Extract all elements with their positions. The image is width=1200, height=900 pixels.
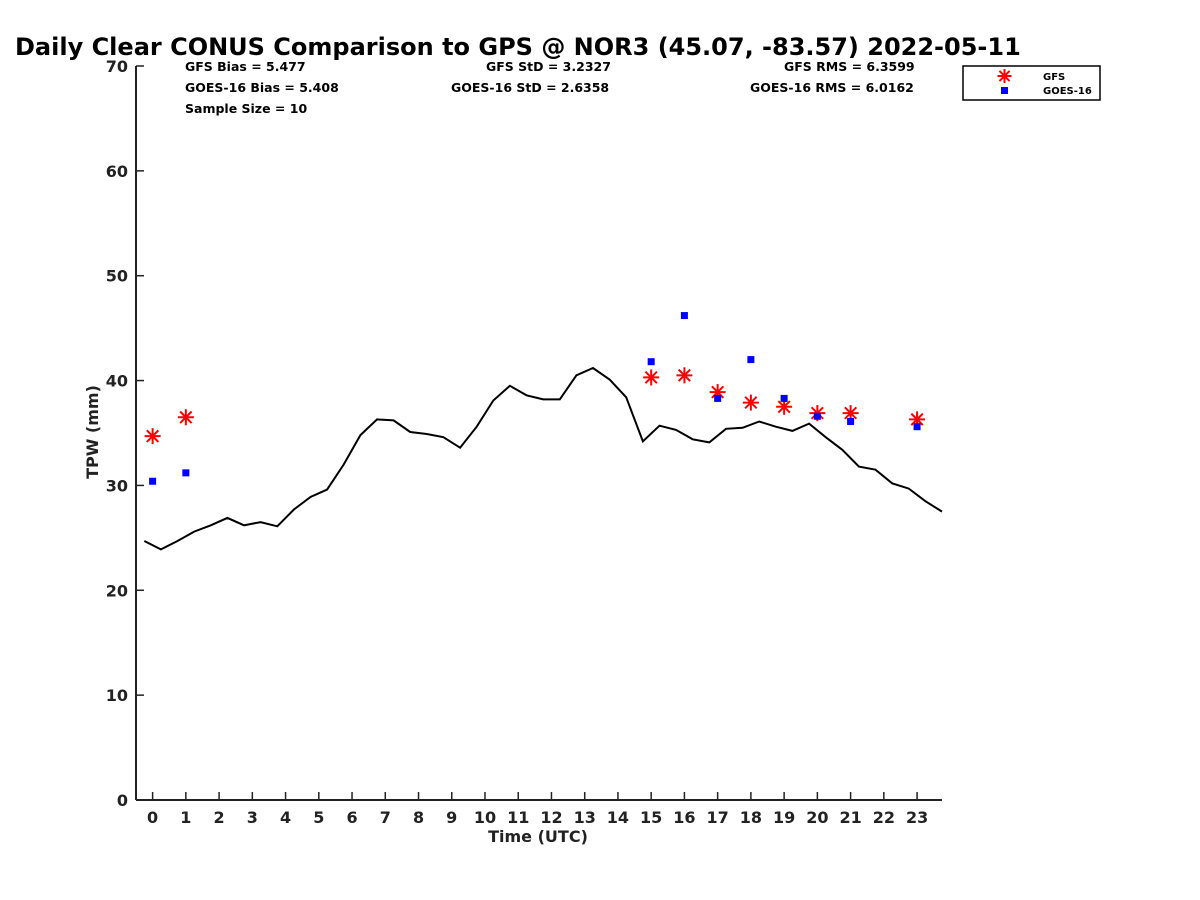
gfs-point — [742, 394, 759, 411]
x-tick-label: 0 — [147, 808, 158, 827]
gfs-point — [909, 411, 926, 428]
x-tick-label: 5 — [313, 808, 324, 827]
x-tick-label: 1 — [180, 808, 191, 827]
x-tick-label: 22 — [873, 808, 895, 827]
legend-gfs-marker — [997, 69, 1012, 83]
gfs-point — [144, 428, 161, 445]
goes16-point — [913, 423, 921, 431]
x-axis-label: Time (UTC) — [488, 827, 588, 846]
goes-bias-stat: GOES-16 Bias = 5.408 — [185, 80, 339, 95]
x-tick-label: 20 — [806, 808, 828, 827]
goes16-point — [182, 469, 190, 477]
legend-gfs-label: GFS — [1043, 72, 1065, 83]
x-tick-label: 18 — [740, 808, 762, 827]
y-tick-label: 10 — [106, 686, 128, 705]
goes16-point — [680, 312, 688, 320]
goes16-point — [813, 412, 821, 420]
goes16-point — [647, 358, 655, 366]
x-tick-label: 9 — [446, 808, 457, 827]
y-tick-label: 60 — [106, 162, 128, 181]
plot-area — [143, 312, 943, 551]
y-tick-label: 30 — [106, 476, 128, 495]
goes16-point — [149, 477, 157, 485]
goes16-point — [780, 394, 788, 402]
x-tick-label: 10 — [474, 808, 496, 827]
gfs-bias-stat: GFS Bias = 5.477 — [185, 59, 306, 74]
y-tick-label: 70 — [106, 57, 128, 76]
y-tick-label: 50 — [106, 267, 128, 286]
x-tick-label: 7 — [380, 808, 391, 827]
x-tick-label: 6 — [346, 808, 357, 827]
legend-box — [962, 65, 1101, 101]
x-tick-label: 15 — [640, 808, 662, 827]
y-axis-label: TPW (mm) — [83, 385, 102, 479]
gps-series-line — [143, 366, 943, 551]
x-tick-label: 19 — [773, 808, 795, 827]
x-tick-label: 16 — [673, 808, 695, 827]
y-tick-label: 0 — [117, 791, 128, 810]
x-tick-label: 12 — [540, 808, 562, 827]
x-tick-label: 21 — [839, 808, 861, 827]
legend-goes16-label: GOES-16 — [1043, 86, 1092, 97]
x-tick-label: 3 — [247, 808, 258, 827]
chart-title: Daily Clear CONUS Comparison to GPS @ NO… — [15, 33, 1021, 61]
x-tick-label: 17 — [707, 808, 729, 827]
x-tick-label: 11 — [507, 808, 529, 827]
x-tick-label: 4 — [280, 808, 291, 827]
gfs-point — [643, 369, 660, 386]
legend: GFS GOES-16 — [962, 65, 1101, 101]
goes-std-stat: GOES-16 StD = 2.6358 — [451, 80, 609, 95]
gfs-point — [676, 367, 693, 384]
goes16-point — [714, 394, 722, 402]
y-tick-label: 40 — [106, 372, 128, 391]
goes-rms-stat: GOES-16 RMS = 6.0162 — [750, 80, 914, 95]
legend-goes16-marker — [1001, 87, 1008, 94]
sample-size-stat: Sample Size = 10 — [185, 101, 307, 116]
x-tick-label: 13 — [574, 808, 596, 827]
gfs-std-stat: GFS StD = 3.2327 — [486, 59, 611, 74]
y-tick-label: 20 — [106, 581, 128, 600]
gfs-point — [177, 409, 194, 426]
x-tick-label: 8 — [413, 808, 424, 827]
legend-gfs-asterisk — [997, 69, 1012, 83]
x-tick-label: 14 — [607, 808, 629, 827]
goes16-point — [847, 417, 855, 425]
x-tick-label: 23 — [906, 808, 928, 827]
goes16-point — [747, 356, 755, 364]
x-tick-label: 2 — [214, 808, 225, 827]
gfs-rms-stat: GFS RMS = 6.3599 — [784, 59, 915, 74]
